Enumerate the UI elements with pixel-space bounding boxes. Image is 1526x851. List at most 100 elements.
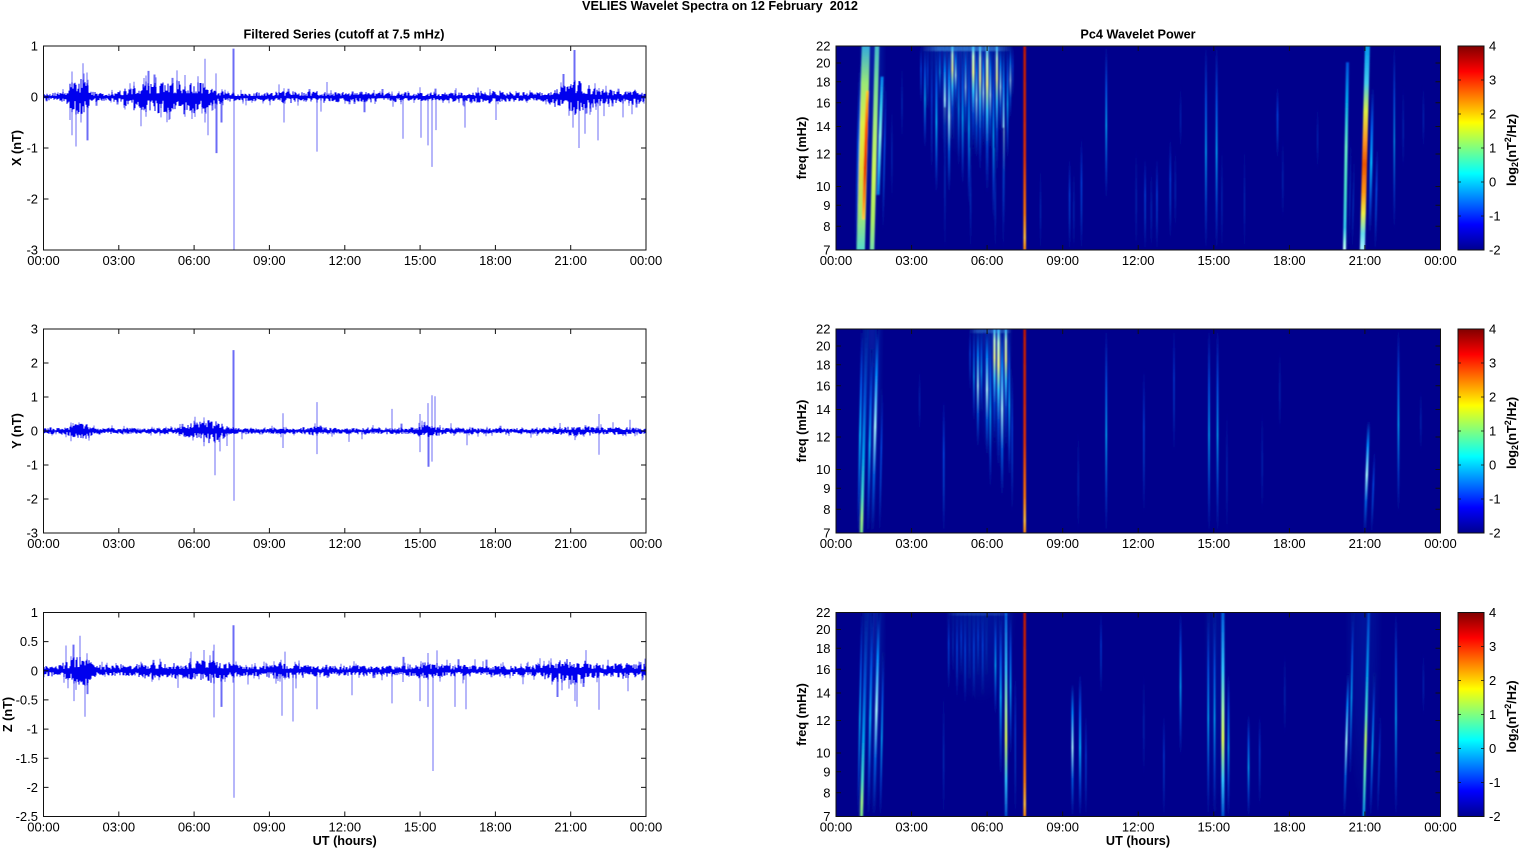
svg-text:2: 2	[31, 356, 38, 371]
svg-text:15:00: 15:00	[404, 536, 437, 551]
svg-text:15:00: 15:00	[1198, 253, 1231, 268]
svg-text:0: 0	[1489, 741, 1496, 756]
svg-text:03:00: 03:00	[895, 536, 928, 551]
svg-text:03:00: 03:00	[895, 253, 928, 268]
svg-text:18:00: 18:00	[479, 820, 512, 835]
svg-text:-2.5: -2.5	[16, 809, 38, 824]
svg-text:06:00: 06:00	[971, 253, 1004, 268]
svg-text:1: 1	[31, 605, 38, 620]
svg-text:15:00: 15:00	[404, 253, 437, 268]
svg-text:00:00: 00:00	[1424, 820, 1457, 835]
svg-text:1: 1	[1489, 141, 1496, 156]
svg-text:00:00: 00:00	[27, 536, 60, 551]
svg-text:log2(nT2/Hz): log2(nT2/Hz)	[1503, 680, 1520, 752]
svg-text:09:00: 09:00	[253, 820, 286, 835]
svg-text:03:00: 03:00	[103, 253, 136, 268]
svg-text:18: 18	[816, 641, 830, 656]
svg-text:03:00: 03:00	[103, 820, 136, 835]
svg-text:2: 2	[1489, 107, 1496, 122]
svg-text:14: 14	[816, 402, 830, 417]
svg-text:Pc4 Wavelet Power: Pc4 Wavelet Power	[1080, 28, 1195, 42]
svg-text:09:00: 09:00	[253, 536, 286, 551]
svg-text:-2: -2	[26, 492, 38, 507]
svg-text:18: 18	[816, 357, 830, 372]
svg-text:10: 10	[816, 179, 830, 194]
svg-text:Y (nT): Y (nT)	[10, 413, 24, 449]
svg-text:22: 22	[816, 39, 830, 54]
svg-text:7: 7	[823, 526, 830, 541]
svg-text:-2: -2	[1489, 809, 1501, 824]
svg-text:0: 0	[31, 663, 38, 678]
svg-text:7: 7	[823, 243, 830, 258]
svg-text:12: 12	[816, 430, 830, 445]
svg-text:3: 3	[1489, 639, 1496, 654]
svg-text:16: 16	[816, 95, 830, 110]
svg-text:00:00: 00:00	[820, 536, 853, 551]
svg-text:2: 2	[1489, 673, 1496, 688]
svg-text:log2(nT2/Hz): log2(nT2/Hz)	[1503, 397, 1520, 469]
svg-text:3: 3	[1489, 356, 1496, 371]
svg-text:06:00: 06:00	[971, 536, 1004, 551]
svg-text:18: 18	[816, 74, 830, 89]
svg-text:15:00: 15:00	[404, 820, 437, 835]
svg-text:12:00: 12:00	[329, 253, 362, 268]
svg-text:06:00: 06:00	[178, 820, 211, 835]
svg-text:09:00: 09:00	[253, 253, 286, 268]
svg-text:3: 3	[31, 322, 38, 337]
svg-text:-1.5: -1.5	[16, 751, 38, 766]
svg-text:-1: -1	[1489, 492, 1501, 507]
svg-text:00:00: 00:00	[630, 820, 663, 835]
svg-text:21:00: 21:00	[1349, 536, 1382, 551]
svg-text:12: 12	[816, 713, 830, 728]
svg-text:8: 8	[823, 219, 830, 234]
svg-text:09:00: 09:00	[1046, 536, 1079, 551]
svg-text:20: 20	[816, 56, 830, 71]
svg-text:16: 16	[816, 662, 830, 677]
svg-text:09:00: 09:00	[1046, 253, 1079, 268]
svg-text:0: 0	[1489, 175, 1496, 190]
svg-text:0: 0	[31, 90, 38, 105]
svg-text:8: 8	[823, 785, 830, 800]
svg-text:12:00: 12:00	[1122, 536, 1155, 551]
svg-text:15:00: 15:00	[1198, 820, 1231, 835]
svg-text:12:00: 12:00	[329, 820, 362, 835]
svg-text:06:00: 06:00	[971, 820, 1004, 835]
svg-text:06:00: 06:00	[178, 253, 211, 268]
svg-text:UT (hours): UT (hours)	[313, 834, 377, 848]
svg-text:8: 8	[823, 502, 830, 517]
svg-text:1: 1	[1489, 424, 1496, 439]
svg-text:log2(nT2/Hz): log2(nT2/Hz)	[1503, 114, 1520, 186]
svg-text:03:00: 03:00	[103, 536, 136, 551]
svg-text:10: 10	[816, 462, 830, 477]
svg-text:18:00: 18:00	[1273, 536, 1306, 551]
svg-text:-2: -2	[1489, 526, 1501, 541]
svg-text:VELIES Wavelet Spectra on 12 F: VELIES Wavelet Spectra on 12 February 20…	[582, 0, 858, 13]
svg-text:4: 4	[1489, 322, 1496, 337]
svg-text:9: 9	[823, 764, 830, 779]
svg-text:09:00: 09:00	[1046, 820, 1079, 835]
svg-text:21:00: 21:00	[1349, 253, 1382, 268]
svg-text:22: 22	[816, 322, 830, 337]
svg-text:00:00: 00:00	[27, 820, 60, 835]
svg-text:00:00: 00:00	[1424, 253, 1457, 268]
svg-text:12:00: 12:00	[1122, 253, 1155, 268]
svg-text:1: 1	[31, 39, 38, 54]
svg-text:-2: -2	[26, 192, 38, 207]
svg-text:freq (mHz): freq (mHz)	[795, 400, 809, 463]
svg-text:-3: -3	[26, 526, 38, 541]
svg-text:X (nT): X (nT)	[10, 130, 24, 166]
svg-text:freq (mHz): freq (mHz)	[795, 117, 809, 180]
svg-text:06:00: 06:00	[178, 536, 211, 551]
svg-text:18:00: 18:00	[1273, 820, 1306, 835]
svg-text:-2: -2	[1489, 243, 1501, 258]
svg-text:00:00: 00:00	[820, 820, 853, 835]
svg-text:0: 0	[1489, 458, 1496, 473]
svg-text:16: 16	[816, 378, 830, 393]
svg-text:12:00: 12:00	[329, 536, 362, 551]
svg-text:14: 14	[816, 686, 830, 701]
svg-text:18:00: 18:00	[479, 253, 512, 268]
svg-text:15:00: 15:00	[1198, 536, 1231, 551]
svg-text:1: 1	[31, 390, 38, 405]
svg-text:0: 0	[31, 424, 38, 439]
svg-text:00:00: 00:00	[630, 253, 663, 268]
